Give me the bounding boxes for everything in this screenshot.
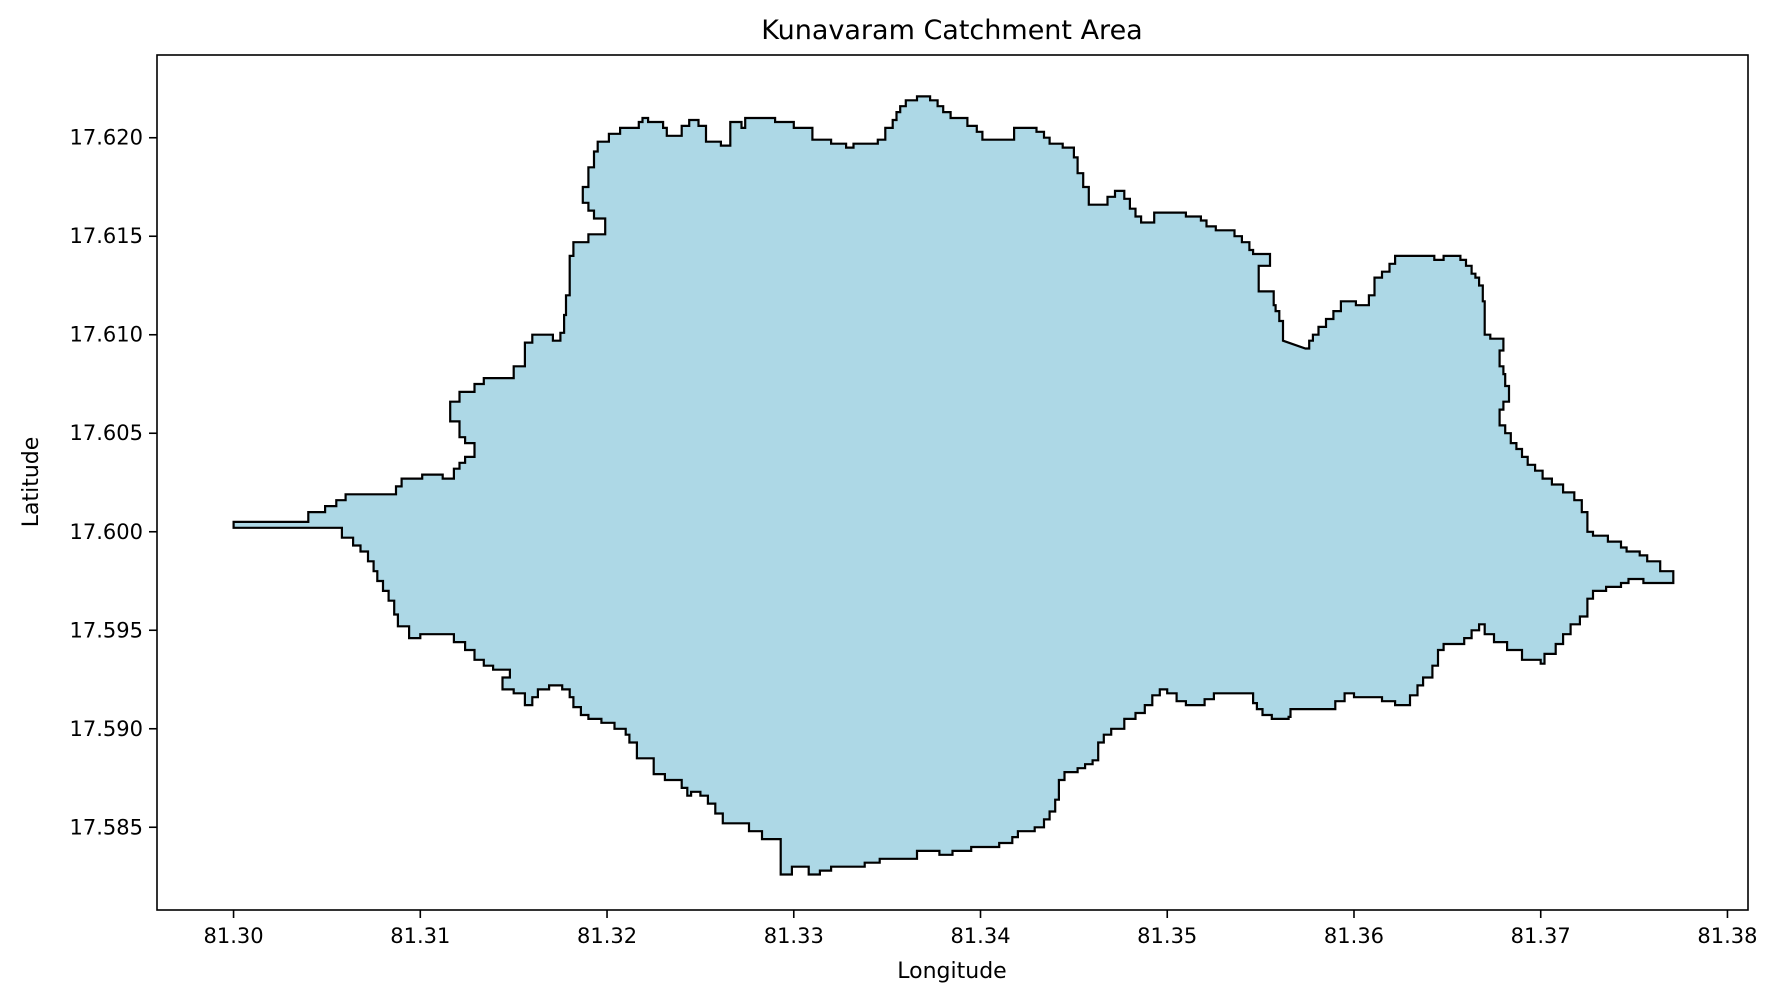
- y-tick-label: 17.620: [70, 126, 143, 150]
- y-tick-label: 17.595: [70, 618, 143, 642]
- y-tick-label: 17.615: [70, 224, 143, 248]
- x-axis-ticks: 81.30 81.31 81.32 81.33 81.34 81.35 81.36 81.37…: [203, 910, 1758, 948]
- x-tick-label: 81.35: [1137, 924, 1197, 948]
- chart-title: Kunavaram Catchment Area: [761, 15, 1142, 46]
- y-axis-label: Latitude: [19, 437, 44, 528]
- x-tick-label: 81.30: [203, 924, 263, 948]
- x-axis-label: Longitude: [897, 959, 1006, 984]
- x-tick-label: 81.37: [1511, 924, 1571, 948]
- y-tick-label: 17.585: [70, 815, 143, 839]
- x-tick-label: 81.32: [577, 924, 637, 948]
- y-tick-label: 17.590: [70, 717, 143, 741]
- plot-area: [232, 95, 1675, 876]
- y-tick-label: 17.610: [70, 323, 143, 347]
- catchment-area-polygon: [232, 95, 1675, 876]
- x-tick-label: 81.31: [390, 924, 450, 948]
- x-tick-label: 81.36: [1324, 924, 1384, 948]
- x-tick-label: 81.38: [1697, 924, 1757, 948]
- axes-frame: [156, 54, 1749, 911]
- x-tick-label: 81.34: [950, 924, 1010, 948]
- y-axis-ticks: 17.585 17.590 17.595 17.600 17.605 17.610 17.6…: [70, 126, 157, 839]
- y-tick-label: 17.600: [70, 520, 143, 544]
- y-tick-label: 17.605: [70, 421, 143, 445]
- x-tick-label: 81.33: [764, 924, 824, 948]
